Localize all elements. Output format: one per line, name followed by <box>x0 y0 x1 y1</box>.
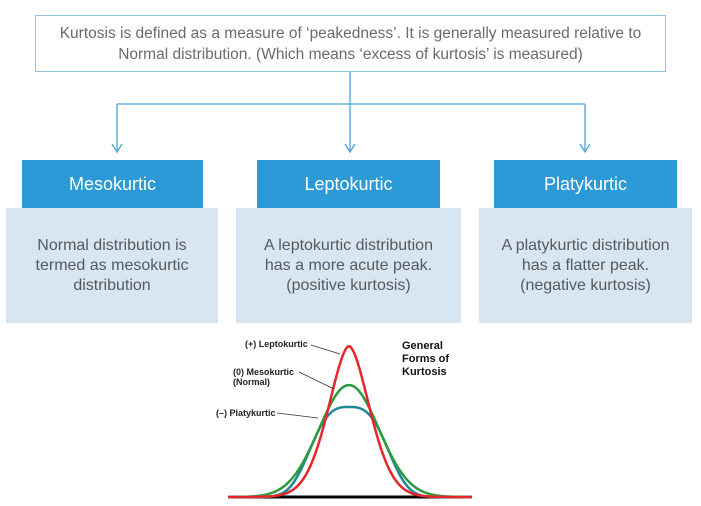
platykurtic-label: (–) Platykurtic <box>216 408 276 418</box>
leptokurtic-description-box: A leptokurtic distribution has a more ac… <box>236 208 461 323</box>
leptokurtic-curve <box>228 345 472 499</box>
lepto-pointer <box>310 344 341 355</box>
leptokurtic-header: Leptokurtic <box>257 160 440 208</box>
meso-pointer <box>298 371 335 390</box>
mesokurtic-description-box: Normal distribution is termed as mesokur… <box>6 208 218 323</box>
platykurtic-description-box: A platykurtic distribution has a flatter… <box>479 208 692 323</box>
platykurtic-title: Platykurtic <box>543 173 628 194</box>
figure-title: General Forms of Kurtosis <box>402 340 450 378</box>
mesokurtic-curve <box>228 383 472 499</box>
leptokurtic-title: Leptokurtic <box>304 173 393 194</box>
leptokurtic-description: A leptokurtic distribution has a more ac… <box>264 236 433 294</box>
platy-pointer <box>276 412 319 419</box>
mesokurtic-header: Mesokurtic <box>22 160 203 208</box>
leptokurtic-label: (+) Leptokurtic <box>245 339 308 349</box>
definition-box: Kurtosis is defined as a measure of ‘pea… <box>35 15 666 72</box>
platykurtic-header: Platykurtic <box>494 160 677 208</box>
mesokurtic-title: Mesokurtic <box>68 173 157 194</box>
definition-text: Kurtosis is defined as a measure of ‘pea… <box>59 24 642 63</box>
platykurtic-description: A platykurtic distribution has a flatter… <box>501 236 670 294</box>
platykurtic-curve <box>228 405 472 499</box>
mesokurtic-label: (0) Mesokurtic (Normal) <box>233 367 295 387</box>
mesokurtic-description: Normal distribution is termed as mesokur… <box>35 236 189 294</box>
